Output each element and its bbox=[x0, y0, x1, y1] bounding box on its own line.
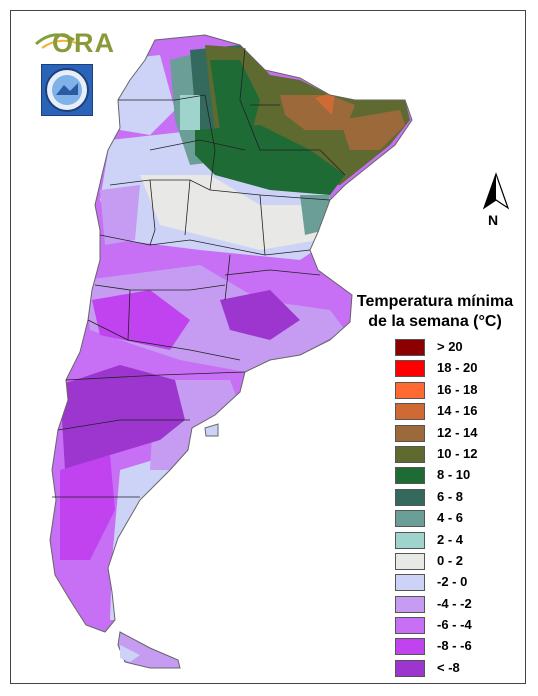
legend-title-line1: Temperatura mínima bbox=[356, 293, 514, 310]
north-label: N bbox=[488, 212, 499, 228]
legend-swatch bbox=[395, 617, 425, 635]
ora-logo-text: ORA bbox=[52, 28, 115, 58]
legend-label: -4 - -2 bbox=[437, 595, 472, 611]
legend-label: 16 - 18 bbox=[437, 381, 478, 397]
legend-swatch bbox=[395, 510, 425, 528]
map-frame bbox=[10, 10, 526, 684]
smn-seal-icon bbox=[41, 64, 93, 116]
legend-swatch bbox=[395, 467, 425, 485]
legend-label: < -8 bbox=[437, 659, 460, 675]
legend-swatch bbox=[395, 424, 425, 442]
legend-swatch bbox=[395, 360, 425, 378]
legend-swatch bbox=[395, 638, 425, 656]
legend-swatch bbox=[395, 659, 425, 677]
legend-label: -6 - -4 bbox=[437, 617, 472, 633]
legend-label: 4 - 6 bbox=[437, 510, 464, 526]
legend-label: 8 - 10 bbox=[437, 467, 471, 483]
legend-label: -2 - 0 bbox=[437, 574, 468, 590]
legend-swatch bbox=[395, 381, 425, 399]
legend-title-line2: de la semana (°C) bbox=[368, 313, 502, 330]
legend-label: 14 - 16 bbox=[437, 403, 478, 419]
legend-label: 0 - 2 bbox=[437, 552, 464, 568]
legend-swatch bbox=[395, 488, 425, 506]
legend-swatch bbox=[395, 595, 425, 613]
legend-swatch bbox=[395, 339, 425, 356]
ora-logo bbox=[35, 33, 80, 49]
legend-swatch bbox=[395, 531, 425, 549]
temperature-field bbox=[50, 35, 412, 632]
province-boundaries bbox=[52, 47, 346, 498]
legend-swatch bbox=[395, 552, 425, 570]
legend-label: 2 - 4 bbox=[437, 531, 464, 547]
legend-label: 12 - 14 bbox=[437, 424, 478, 440]
legend-label: 18 - 20 bbox=[437, 360, 478, 376]
legend-label: 10 - 12 bbox=[437, 445, 478, 461]
legend-swatch bbox=[395, 445, 425, 463]
legend-title: Temperatura mínima de la semana (°C) bbox=[340, 292, 530, 332]
north-arrow-icon bbox=[482, 172, 510, 210]
legend-label: > 20 bbox=[437, 339, 463, 354]
legend-swatch bbox=[395, 403, 425, 421]
legend-label: -8 - -6 bbox=[437, 638, 472, 654]
legend-swatch bbox=[395, 574, 425, 592]
legend-label: 6 - 8 bbox=[437, 488, 464, 504]
